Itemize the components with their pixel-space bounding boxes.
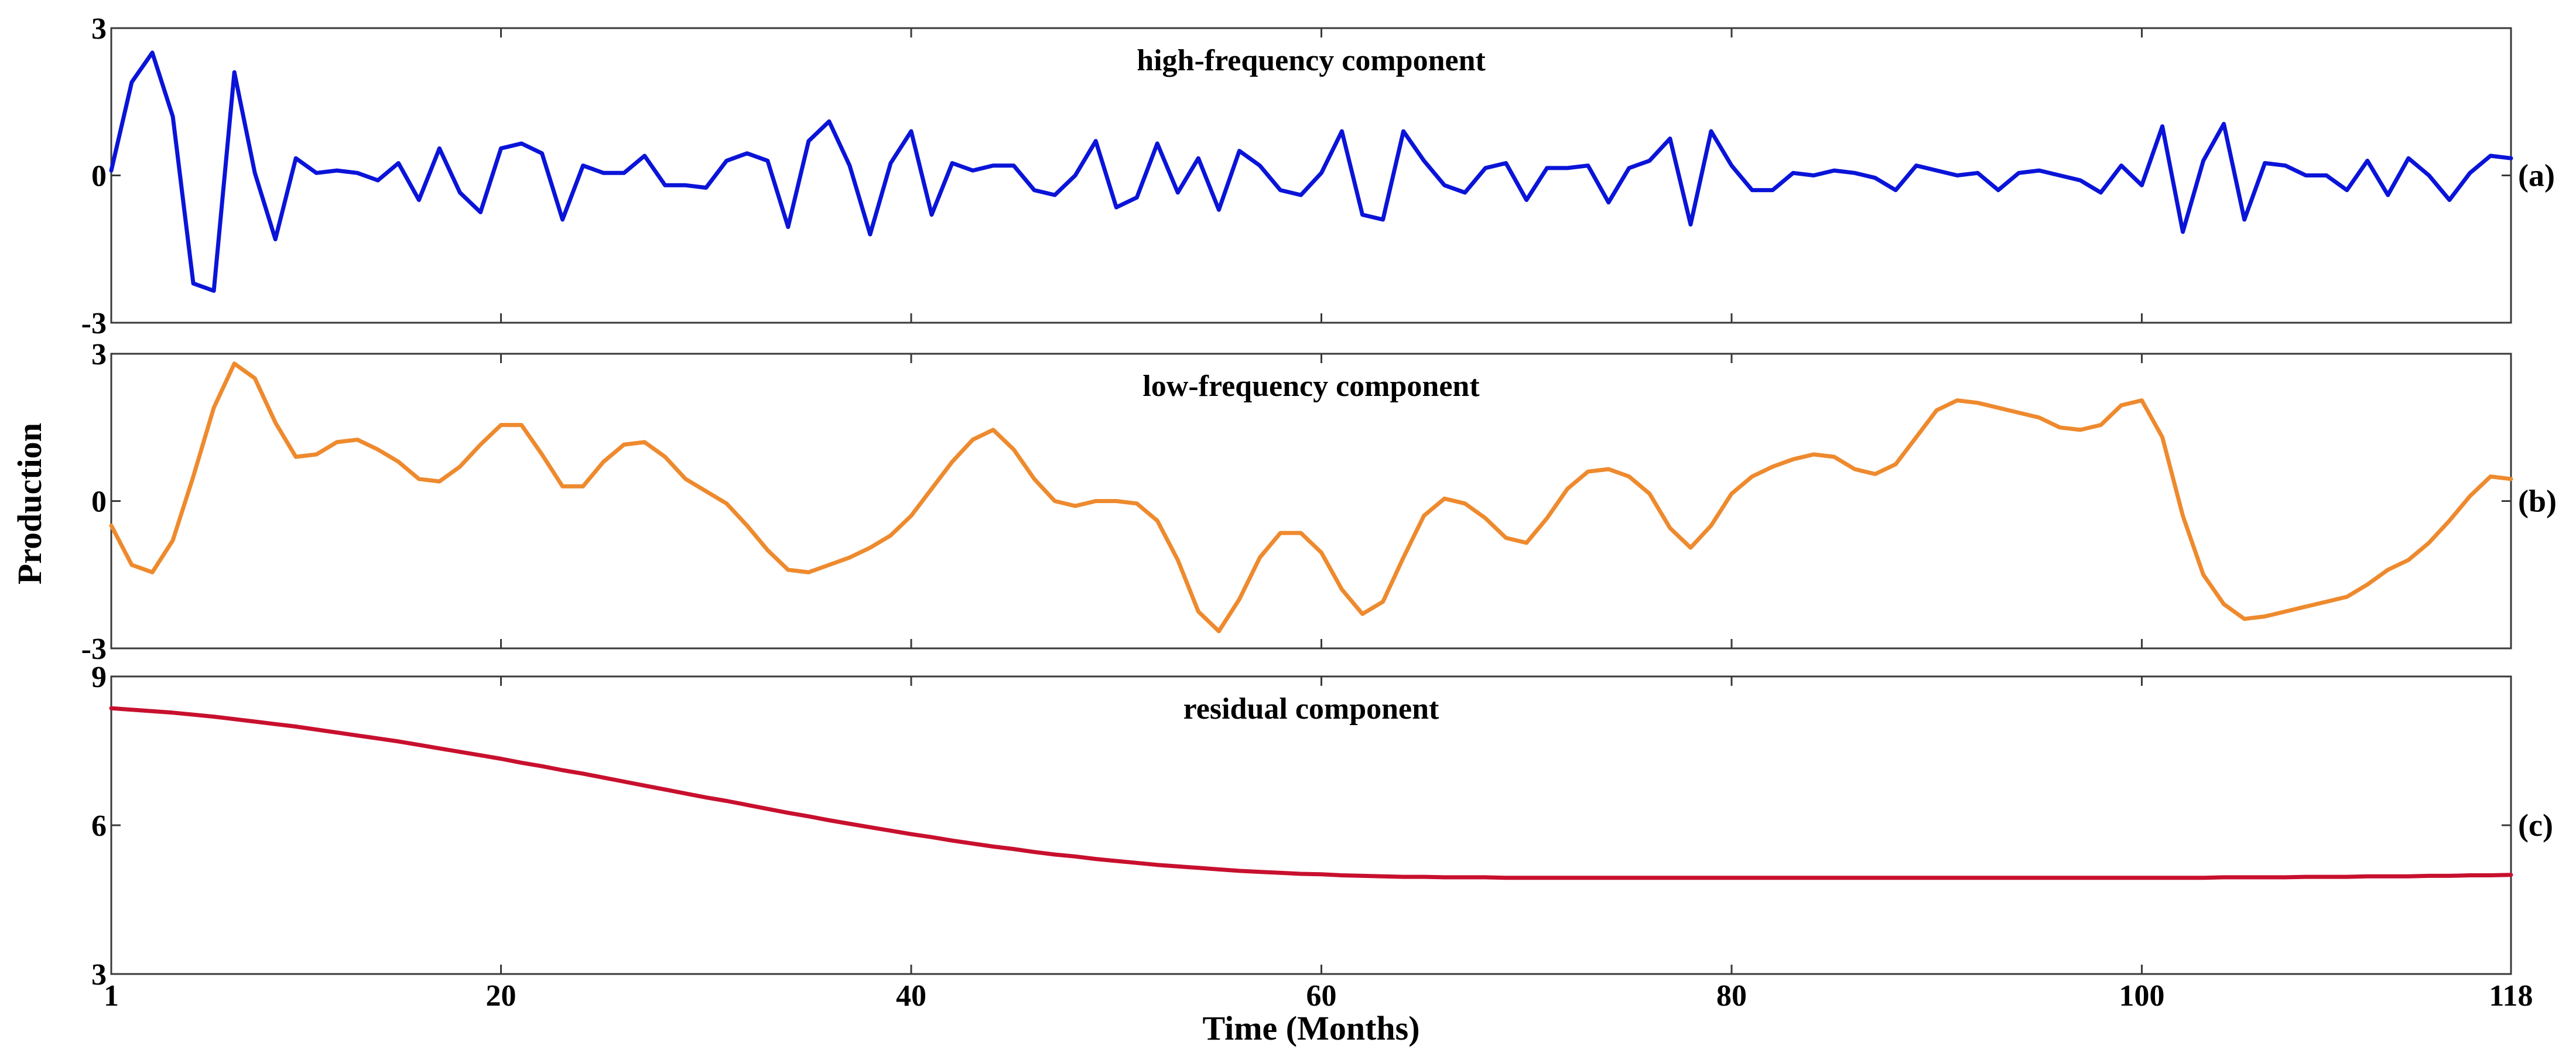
panel-2: -3 0 3 low-frequency component (b) — [81, 338, 2557, 666]
x-tick-label: 40 — [896, 979, 926, 1013]
x-axis-tick-labels: 1 20 40 60 80 100 118 — [104, 979, 2533, 1013]
panels: -3 0 3 high-frequency component (a) -3 0 3 low-f… — [81, 12, 2557, 992]
x-axis-label: Time (Months) — [1202, 1009, 1419, 1047]
panel-3: 3 6 9 residual component (c) — [91, 661, 2553, 992]
x-tick-label: 20 — [485, 979, 516, 1013]
panel-label: (a) — [2518, 158, 2555, 193]
y-tick-label: 0 — [91, 160, 107, 193]
y-tick-label: -3 — [81, 633, 107, 666]
y-tick-label: 3 — [91, 12, 107, 46]
x-tick-label: 118 — [2489, 979, 2533, 1013]
panel-title: high-frequency component — [1137, 44, 1486, 77]
panel-label: (b) — [2518, 484, 2557, 519]
series-line — [109, 361, 2513, 634]
series-line — [109, 50, 2513, 293]
y-tick-label: 3 — [91, 338, 107, 371]
x-tick-label: 60 — [1306, 979, 1337, 1013]
y-tick-label: 3 — [91, 958, 107, 992]
x-tick-label: 80 — [1716, 979, 1747, 1013]
panel-1: -3 0 3 high-frequency component (a) — [81, 12, 2555, 340]
panel-label: (c) — [2518, 808, 2553, 843]
y-tick-label: 0 — [91, 486, 107, 519]
x-tick-label: 100 — [2119, 979, 2165, 1013]
series-line — [109, 706, 2513, 880]
y-tick-label: 9 — [91, 661, 107, 694]
y-tick-label: -3 — [81, 307, 107, 340]
panel-title: low-frequency component — [1142, 370, 1480, 403]
panel-title: residual component — [1183, 692, 1439, 726]
y-axis-label: Production — [11, 423, 49, 585]
y-tick-label: 6 — [91, 809, 107, 843]
x-tick-label: 1 — [104, 979, 119, 1013]
